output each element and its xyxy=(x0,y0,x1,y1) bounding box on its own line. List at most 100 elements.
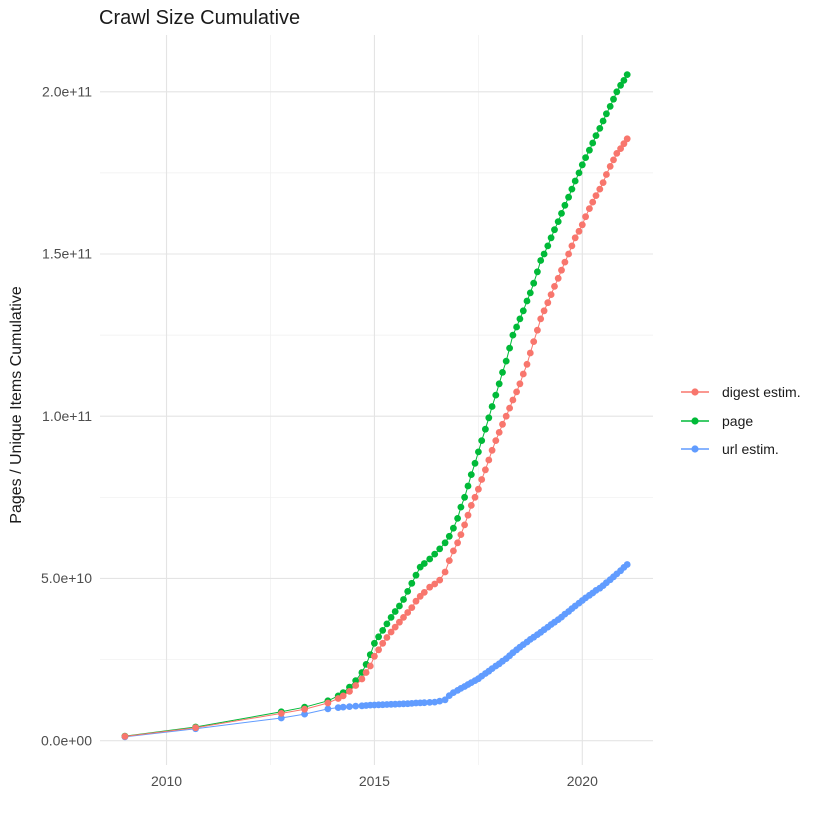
data-point xyxy=(492,437,500,444)
data-point xyxy=(454,515,461,522)
legend-key-line-dot-icon xyxy=(681,416,709,425)
data-point xyxy=(475,448,482,456)
series-url-estim xyxy=(121,561,631,741)
data-point xyxy=(404,609,412,616)
data-point xyxy=(610,156,617,164)
data-point xyxy=(436,576,444,584)
data-point xyxy=(613,88,621,96)
data-point xyxy=(551,283,558,290)
data-point xyxy=(544,242,552,250)
data-point xyxy=(571,234,579,242)
data-point xyxy=(431,580,439,588)
data-point xyxy=(391,608,399,615)
data-point xyxy=(426,699,434,706)
data-point xyxy=(509,396,517,404)
data-point xyxy=(540,250,548,258)
chart-title: Crawl Size Cumulative xyxy=(99,7,301,29)
data-point xyxy=(558,266,565,274)
data-point xyxy=(457,531,465,538)
data-point xyxy=(547,291,555,298)
data-point xyxy=(420,589,428,596)
data-point xyxy=(400,614,407,621)
y-tick-labels: 0.0e+00 5.0e+10 1.0e+11 1.5e+11 2.0e+11 xyxy=(41,83,92,748)
data-point xyxy=(578,161,586,169)
data-point xyxy=(387,628,395,636)
data-point xyxy=(513,388,520,396)
data-point xyxy=(530,338,538,345)
data-point xyxy=(396,618,403,626)
data-point xyxy=(436,545,444,553)
y-tick-label: 1.0e+11 xyxy=(42,408,92,424)
data-point xyxy=(617,145,624,153)
gridlines-major xyxy=(100,35,653,765)
gridlines-minor xyxy=(100,35,653,765)
data-point xyxy=(488,446,496,454)
legend-item-url: url estim. xyxy=(669,440,801,458)
data-point xyxy=(277,710,285,717)
data-point xyxy=(352,677,360,684)
data-point xyxy=(506,404,513,412)
data-point xyxy=(623,561,631,568)
data-point xyxy=(346,703,353,710)
data-point xyxy=(454,539,461,547)
data-point xyxy=(334,695,342,702)
data-point xyxy=(352,682,360,689)
data-point xyxy=(412,571,420,579)
data-point xyxy=(523,360,531,368)
data-point xyxy=(426,555,434,563)
y-tick-label: 0.0e+00 xyxy=(41,732,92,748)
data-point xyxy=(412,597,420,605)
data-point xyxy=(334,704,342,711)
data-point xyxy=(499,369,506,376)
data-point xyxy=(461,493,468,501)
data-point xyxy=(379,639,387,647)
data-point xyxy=(568,185,576,193)
series-page xyxy=(121,71,631,740)
data-point xyxy=(324,705,332,713)
x-tick-label: 2010 xyxy=(151,773,182,789)
data-point xyxy=(192,724,200,732)
data-point xyxy=(339,692,347,700)
data-point xyxy=(513,323,520,331)
data-point xyxy=(582,213,589,221)
data-point xyxy=(475,485,482,493)
data-point xyxy=(436,697,444,705)
data-point xyxy=(420,699,428,707)
data-point xyxy=(610,95,617,103)
data-point xyxy=(420,560,428,567)
data-point xyxy=(530,279,538,287)
data-point xyxy=(339,703,347,711)
data-point xyxy=(431,550,439,558)
data-point xyxy=(516,380,524,388)
data-point xyxy=(565,193,572,201)
legend-key-line-dot-icon xyxy=(681,388,709,396)
data-point xyxy=(502,412,510,420)
data-point xyxy=(578,221,586,229)
data-point xyxy=(485,456,493,464)
data-point xyxy=(121,733,129,740)
legend-label: url estim. xyxy=(722,441,779,457)
data-point xyxy=(471,493,479,501)
data-point xyxy=(457,503,465,511)
data-point xyxy=(586,146,593,154)
data-point xyxy=(441,539,449,547)
y-tick-label: 2.0e+11 xyxy=(42,83,92,99)
data-point xyxy=(495,380,503,388)
data-point xyxy=(592,192,600,200)
data-point xyxy=(582,154,589,162)
data-point xyxy=(371,652,378,660)
series-digest-estim xyxy=(121,135,631,740)
data-point xyxy=(599,117,607,125)
data-point xyxy=(623,135,631,143)
data-point xyxy=(561,258,569,266)
data-point xyxy=(499,420,506,428)
y-tick-label: 1.5e+11 xyxy=(42,246,92,262)
data-point xyxy=(592,132,600,140)
data-point xyxy=(379,627,387,634)
data-point xyxy=(346,688,353,695)
data-point xyxy=(383,620,391,628)
data-point xyxy=(391,623,399,631)
data-point xyxy=(537,257,545,264)
legend: digest estim. page url estim. xyxy=(669,383,801,469)
